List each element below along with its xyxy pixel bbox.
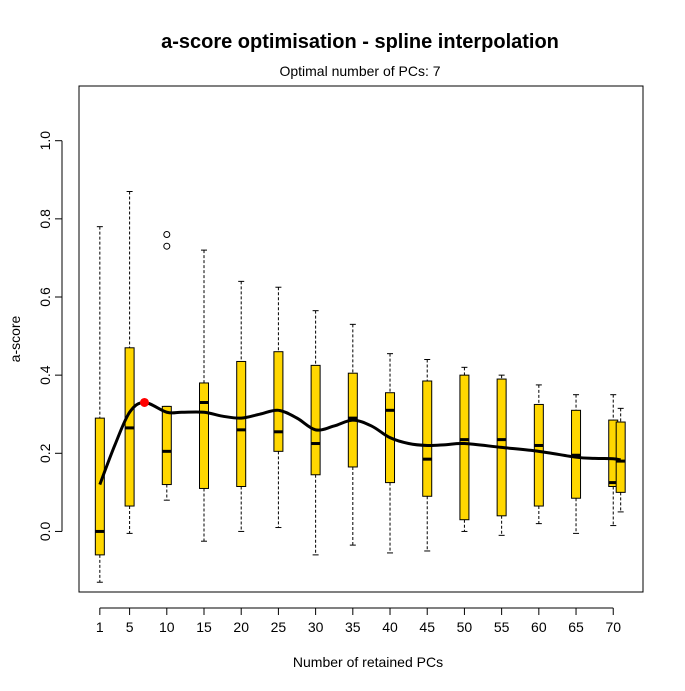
x-tick-label: 10 — [159, 619, 175, 635]
outlier-point — [163, 242, 171, 250]
box-body — [199, 382, 210, 489]
x-tick-label: 35 — [345, 619, 361, 635]
y-tick-label: 0.8 — [37, 209, 53, 229]
box-25 — [273, 286, 284, 529]
box-1 — [94, 226, 105, 583]
x-tick-label: 1 — [96, 619, 104, 635]
box-10 — [161, 230, 172, 501]
box-50 — [459, 366, 470, 532]
chart-subtitle: Optimal number of PCs: 7 — [279, 63, 440, 79]
y-tick-label: 0.0 — [37, 521, 53, 541]
y-tick-label: 1.0 — [37, 131, 53, 151]
box-15 — [199, 249, 210, 542]
box-body — [310, 364, 321, 476]
boxes-group — [94, 190, 626, 583]
plot-frame — [78, 85, 644, 593]
x-tick-label: 30 — [308, 619, 324, 635]
x-tick-label: 20 — [233, 619, 249, 635]
spline-curve-group — [98, 397, 621, 486]
box-body — [236, 360, 247, 488]
box-5 — [124, 190, 135, 534]
box-body — [615, 421, 626, 493]
box-body — [533, 403, 544, 507]
y-tick-label: 0.6 — [37, 287, 53, 307]
box-30 — [310, 310, 321, 556]
box-40 — [385, 353, 396, 554]
box-65 — [571, 394, 582, 534]
y-axis: 0.0 0.2 0.4 0.6 0.8 1.0 — [37, 131, 63, 541]
optimum-point — [139, 397, 149, 407]
box-55 — [496, 374, 507, 536]
x-tick-label: 15 — [196, 619, 212, 635]
box-body — [422, 380, 433, 497]
box-body — [94, 417, 105, 556]
x-tick-label: 55 — [494, 619, 510, 635]
spline-curve — [98, 400, 621, 486]
x-tick-label: 65 — [568, 619, 584, 635]
x-axis-label: Number of retained PCs — [293, 654, 443, 670]
box-45 — [422, 359, 433, 552]
y-axis-label: a-score — [7, 315, 23, 362]
box-20 — [236, 280, 247, 532]
x-tick-label: 5 — [126, 619, 134, 635]
box-body — [161, 405, 172, 486]
y-tick-label: 0.4 — [37, 365, 53, 385]
x-tick-label: 50 — [457, 619, 473, 635]
chart-title: a-score optimisation - spline interpolat… — [161, 31, 559, 53]
outlier-point — [163, 230, 171, 238]
box-71 — [615, 407, 626, 513]
box-body — [459, 374, 470, 521]
x-tick-label: 70 — [605, 619, 621, 635]
y-tick-label: 0.2 — [37, 443, 53, 463]
box-body — [273, 351, 284, 452]
x-tick-label: 45 — [419, 619, 435, 635]
box-35 — [347, 323, 358, 546]
x-tick-label: 40 — [382, 619, 398, 635]
x-tick-label: 25 — [271, 619, 287, 635]
x-axis: 1 5 10 15 20 25 30 35 40 45 50 55 60 65 70 — [96, 607, 621, 635]
x-tick-label: 60 — [531, 619, 547, 635]
box-60 — [533, 384, 544, 525]
